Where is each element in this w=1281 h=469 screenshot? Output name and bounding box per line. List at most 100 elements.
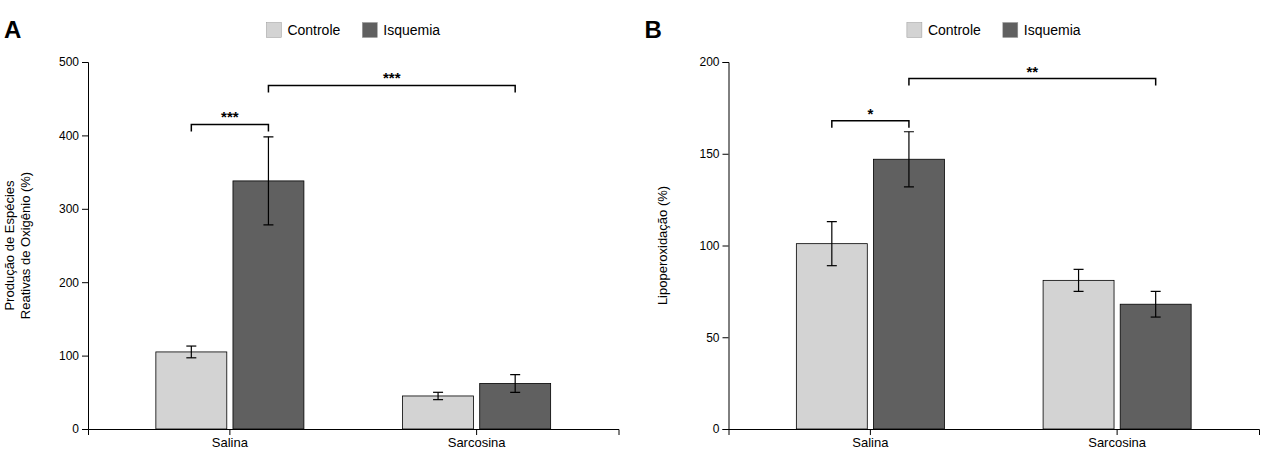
error-bar — [263, 137, 273, 225]
axis-title: Produção de EspéciesReativas de Oxigênio… — [2, 172, 33, 319]
legend-swatch — [266, 23, 281, 38]
error-bar-cap — [904, 186, 914, 187]
plot-area — [156, 85, 551, 429]
error-bar-cap — [827, 265, 837, 266]
x-tick: Sarcosina — [448, 429, 507, 450]
error-bar-cap — [433, 399, 443, 400]
annotations: *** — [867, 63, 1038, 122]
tick-label: 300 — [59, 202, 79, 216]
y-tick: 100 — [59, 349, 88, 363]
error-bar-line — [1078, 269, 1079, 291]
error-bar-line — [831, 222, 832, 266]
legend-label: Isquemia — [383, 22, 440, 38]
tick-label: 0 — [72, 422, 79, 436]
legend-item: Isquemia — [1003, 22, 1081, 38]
axis-line — [723, 63, 730, 430]
axis-title-line: Reativas de Oxigênio (%) — [18, 172, 33, 319]
error-bar-cap — [186, 357, 196, 358]
significance-bracket — [268, 85, 515, 92]
tick-mark — [723, 154, 729, 155]
x-tick: Salina — [212, 429, 249, 450]
error-bar — [904, 132, 914, 187]
x-tick: Salina — [852, 429, 889, 450]
plot-area — [796, 79, 1191, 429]
error-bar-line — [437, 392, 438, 399]
legend-item: Controle — [266, 22, 340, 38]
tick-label: Salina — [852, 435, 889, 450]
y-tick: 200 — [59, 276, 88, 290]
error-bar-line — [268, 137, 269, 225]
significance-label: ** — [1026, 63, 1038, 80]
error-bar-cap — [510, 374, 520, 375]
tick-mark — [476, 429, 477, 435]
tick-mark — [723, 246, 729, 247]
x-axis: Salina Sarcosina — [89, 429, 620, 450]
error-bar-line — [1155, 291, 1156, 317]
significance-bracket — [832, 121, 909, 128]
axis-title-line: Lipoperoxidação (%) — [655, 186, 670, 305]
axis-line — [89, 430, 620, 436]
background — [0, 0, 1281, 469]
bar — [1120, 304, 1191, 429]
y-tick: 300 — [59, 202, 88, 216]
y-tick: 100 — [699, 239, 728, 253]
significance-label: *** — [383, 69, 401, 86]
x-axis: SalinaSarcosina — [729, 429, 1260, 450]
tick-label: Sarcosina — [448, 435, 507, 450]
significance-bracket — [191, 124, 268, 131]
axis-title: Lipoperoxidação (%) — [655, 186, 670, 305]
tick-mark — [229, 429, 230, 435]
error-bar-line — [191, 346, 192, 358]
error-bar-cap — [904, 131, 914, 132]
error-bar-cap — [1151, 316, 1161, 317]
legend: Controle Isquemia — [266, 22, 440, 38]
y-axis: 0 100 200 300 400 500 — [59, 55, 89, 436]
tick-label: 400 — [59, 129, 79, 143]
bar-series — [233, 137, 551, 429]
legend-swatch — [907, 23, 922, 38]
significance-label: *** — [221, 108, 239, 125]
axis-title-line: Produção de Espécies — [2, 180, 17, 311]
tick-label: 200 — [59, 276, 79, 290]
error-bar-cap — [263, 224, 273, 225]
error-bar — [186, 346, 196, 358]
tick-mark — [723, 429, 729, 430]
tick-mark — [82, 282, 88, 283]
error-bar — [1151, 291, 1161, 317]
error-bar-cap — [263, 136, 273, 137]
bar-series — [156, 346, 474, 429]
significance-label: * — [867, 105, 873, 122]
tick-label: 150 — [699, 147, 719, 161]
legend-item: Controle — [907, 22, 981, 38]
panel: 050100150200SalinaSarcosinaLipoperoxidaç… — [645, 16, 1260, 450]
axis-line — [82, 63, 89, 430]
y-tick: 200 — [699, 55, 728, 69]
axis-line — [729, 430, 1260, 436]
tick-mark — [82, 62, 88, 63]
error-bar-line — [908, 132, 909, 187]
tick-mark — [723, 337, 729, 338]
error-bar-cap — [1074, 269, 1084, 270]
tick-mark — [723, 62, 729, 63]
panel: 0 100 200 300 400 500 Salina Sarcosina Produção … — [2, 16, 619, 450]
tick-mark — [82, 209, 88, 210]
y-tick: 400 — [59, 129, 88, 143]
legend-swatch — [1003, 23, 1018, 38]
tick-label: Salina — [212, 435, 249, 450]
tick-mark — [82, 429, 88, 430]
bar — [403, 396, 474, 429]
bar-series — [796, 222, 1114, 429]
tick-mark — [1117, 429, 1118, 435]
error-bar — [510, 375, 520, 393]
tick-label: 500 — [59, 55, 79, 69]
tick-label: 100 — [699, 239, 719, 253]
significance-bracket — [909, 79, 1156, 86]
error-bar-cap — [827, 221, 837, 222]
error-bar — [433, 392, 443, 399]
legend: Controle Isquemia — [907, 22, 1081, 38]
annotations: *** *** — [221, 69, 401, 125]
tick-label: 100 — [59, 349, 79, 363]
chart-root: 0 100 200 300 400 500 Salina Sarcosina Produção … — [0, 0, 1281, 469]
error-bar-cap — [186, 345, 196, 346]
error-bar-cap — [1074, 291, 1084, 292]
